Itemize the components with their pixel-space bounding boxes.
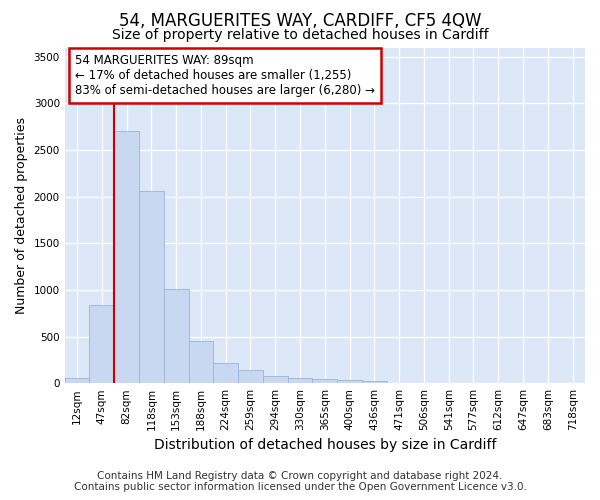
Bar bbox=[263, 376, 287, 383]
Bar bbox=[114, 132, 139, 383]
Bar bbox=[65, 378, 89, 383]
Bar bbox=[337, 380, 362, 383]
Bar bbox=[89, 305, 114, 383]
Bar bbox=[139, 191, 164, 383]
Y-axis label: Number of detached properties: Number of detached properties bbox=[15, 117, 28, 314]
Text: 54 MARGUERITES WAY: 89sqm
← 17% of detached houses are smaller (1,255)
83% of se: 54 MARGUERITES WAY: 89sqm ← 17% of detac… bbox=[75, 54, 375, 97]
X-axis label: Distribution of detached houses by size in Cardiff: Distribution of detached houses by size … bbox=[154, 438, 496, 452]
Bar bbox=[313, 380, 337, 383]
Bar bbox=[287, 378, 313, 383]
Bar bbox=[188, 341, 214, 383]
Bar bbox=[362, 382, 387, 383]
Text: Contains HM Land Registry data © Crown copyright and database right 2024.
Contai: Contains HM Land Registry data © Crown c… bbox=[74, 471, 526, 492]
Bar bbox=[238, 370, 263, 383]
Text: Size of property relative to detached houses in Cardiff: Size of property relative to detached ho… bbox=[112, 28, 488, 42]
Bar bbox=[164, 289, 188, 383]
Text: 54, MARGUERITES WAY, CARDIFF, CF5 4QW: 54, MARGUERITES WAY, CARDIFF, CF5 4QW bbox=[119, 12, 481, 30]
Bar bbox=[214, 363, 238, 383]
